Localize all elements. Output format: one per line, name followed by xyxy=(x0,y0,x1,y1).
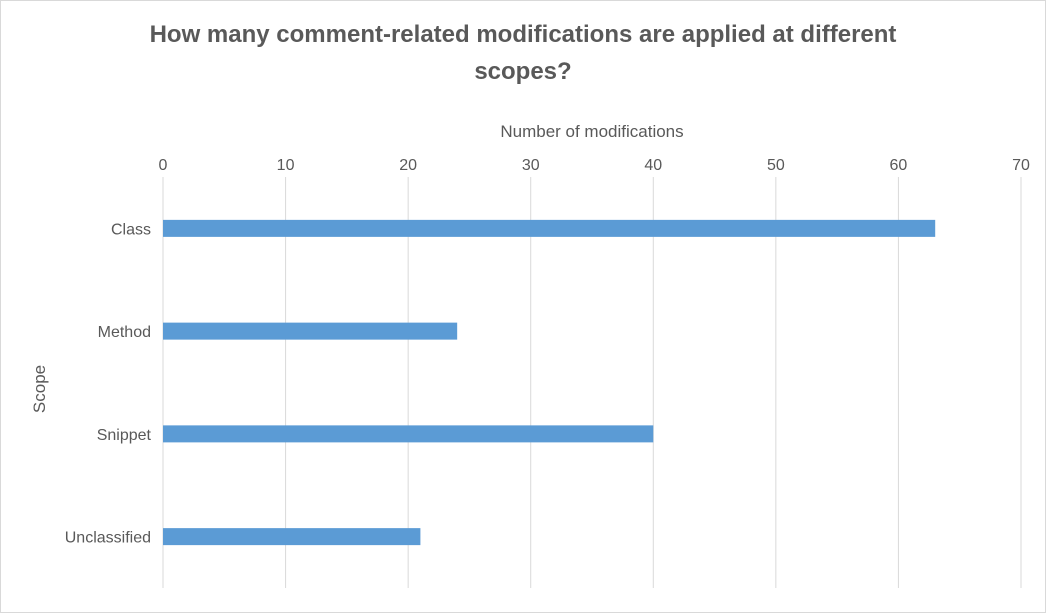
y-category-label-class: Class xyxy=(111,221,151,238)
y-category-label-snippet: Snippet xyxy=(97,427,152,444)
bar-class xyxy=(163,219,936,237)
x-tick-label: 0 xyxy=(159,157,168,174)
x-tick-label: 30 xyxy=(522,157,540,174)
x-tick-label: 10 xyxy=(277,157,295,174)
y-axis-label: Scope xyxy=(30,365,49,413)
chart-title-line-1: How many comment-related modifications a… xyxy=(149,21,897,48)
x-tick-label: 60 xyxy=(890,157,908,174)
y-category-label-unclassified: Unclassified xyxy=(65,530,151,547)
x-tick-labels: 0 10 20 30 40 50 60 70 xyxy=(159,157,1030,174)
x-tick-label: 40 xyxy=(644,157,662,174)
x-tick-label: 20 xyxy=(399,157,417,174)
chart-title-line-2: scopes? xyxy=(474,58,572,85)
bar-method xyxy=(163,322,458,340)
x-tick-label: 50 xyxy=(767,157,785,174)
x-axis-label: Number of modifications xyxy=(500,122,683,141)
chart-title: How many comment-related modifications a… xyxy=(0,16,1046,90)
bars xyxy=(163,219,936,546)
x-tick-label: 70 xyxy=(1012,157,1030,174)
bar-snippet xyxy=(163,425,654,443)
y-category-label-method: Method xyxy=(98,324,151,341)
gridlines xyxy=(162,177,1022,588)
bar-unclassified xyxy=(163,528,421,546)
y-category-labels: Class Method Snippet Unclassified xyxy=(65,221,152,546)
